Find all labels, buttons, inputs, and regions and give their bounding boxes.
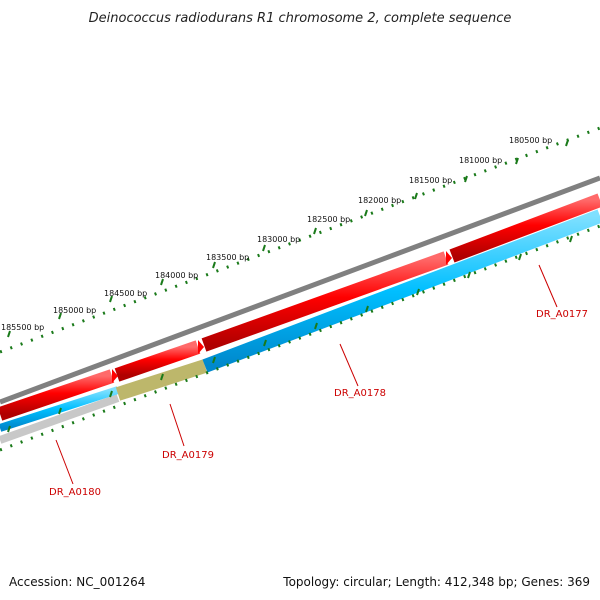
gene-dr-a0178: [202, 209, 600, 373]
leader-line-dr-a0180: [55, 439, 74, 485]
scale-tick: [109, 390, 113, 398]
scale-tick: [7, 330, 11, 338]
inner-scale-ticks: [7, 235, 573, 433]
scale-tick: [262, 244, 266, 252]
scale-tick: [515, 157, 519, 165]
gene-dr-a0178-outer: [201, 251, 449, 352]
scale-tick: [58, 312, 62, 320]
scale-tick: [212, 261, 216, 269]
inner-scale-dots: [0, 224, 600, 452]
scale-tick: [565, 139, 569, 147]
scale-tick: [414, 192, 418, 200]
scale-tick: [467, 271, 471, 279]
chromosome-backbone: [0, 175, 600, 405]
scale-tick: [518, 253, 522, 261]
scale-label: 181500 bp: [409, 176, 452, 185]
inner-scale: [0, 224, 600, 452]
scale-tick: [314, 322, 318, 330]
scale-tick: [109, 295, 113, 303]
scale-tick: [212, 356, 216, 364]
scale-tick: [263, 339, 267, 347]
reverse-track: [0, 209, 600, 444]
scale-tick: [58, 407, 62, 415]
scale-label: 185000 bp: [53, 306, 96, 315]
outer-scale-dots: [0, 126, 600, 354]
scale-label: 183000 bp: [257, 235, 300, 244]
scale-label: 182500 bp: [307, 215, 350, 224]
scale-tick: [365, 305, 369, 313]
scale-label: 184500 bp: [104, 289, 147, 298]
scale-label: 185500 bp: [1, 323, 44, 332]
outer-scale-ticks: [7, 139, 569, 338]
scale-label: 181000 bp: [459, 156, 502, 165]
scale-tick: [416, 288, 420, 296]
scale-label: 182000 bp: [358, 196, 401, 205]
accession-text: Accession: NC_001264: [9, 575, 145, 589]
scale-tick: [160, 373, 164, 381]
gene-arc: [0, 386, 120, 432]
scale-label: 183500 bp: [206, 253, 249, 262]
map-title: Deinococcus radiodurans R1 chromosome 2,…: [89, 11, 512, 26]
gene-arc: [114, 340, 201, 382]
forward-track: [0, 193, 600, 421]
leader-line-dr-a0179: [169, 403, 185, 447]
scale-label: 180500 bp: [509, 136, 552, 145]
scale-tick: [160, 278, 164, 286]
scale-tick: [464, 175, 468, 183]
leader-line-dr-a0178: [339, 343, 359, 387]
scale-tick: [364, 209, 368, 217]
gene-arrowhead: [198, 340, 204, 354]
gene-label-dr-a0178: DR_A0178: [334, 388, 386, 399]
scale-tick: [569, 235, 573, 243]
gene-label-dr-a0179: DR_A0179: [162, 450, 214, 461]
gene-arrowhead: [112, 369, 118, 383]
gene-labels: DR_A0177 DR_A0178 DR_A0179 DR_A0180: [49, 264, 588, 498]
scale-label: 184000 bp: [155, 271, 198, 280]
outer-scale: 180500 bp 181000 bp 181500 bp 182000 bp …: [0, 126, 600, 354]
gene-label-dr-a0177: DR_A0177: [536, 309, 588, 320]
leader-line-dr-a0177: [538, 264, 558, 308]
scale-tick: [7, 425, 11, 433]
sequence-summary: Topology: circular; Length: 412,348 bp; …: [282, 575, 590, 589]
scale-tick: [313, 227, 317, 235]
gene-dr-a0180: [0, 394, 120, 444]
gene-arrowhead: [446, 251, 452, 265]
gene-dr-a0177: [449, 193, 600, 263]
gene-label-dr-a0180: DR_A0180: [49, 487, 101, 498]
gene-arc: [0, 369, 115, 421]
